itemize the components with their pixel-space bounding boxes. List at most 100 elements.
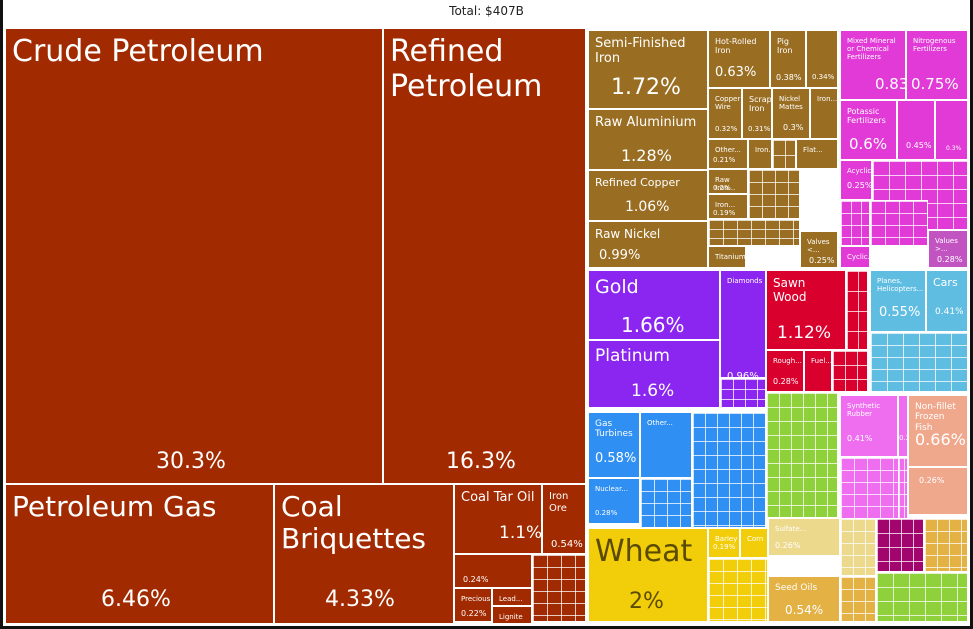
treemap-minor-tiles[interactable]: [708, 558, 768, 622]
treemap-minor-tiles[interactable]: [532, 554, 586, 622]
treemap-minor-tiles[interactable]: [876, 518, 924, 572]
tile-grid-lines: [709, 220, 799, 245]
treemap-tile[interactable]: Copper Wire 0.32%: [708, 88, 742, 139]
treemap-minor-tiles[interactable]: [772, 139, 796, 169]
treemap-tile[interactable]: Values >... 0.28%: [928, 230, 968, 268]
treemap-minor-tiles[interactable]: [876, 572, 968, 622]
tile-value: 0.28%: [937, 255, 963, 264]
treemap-tile[interactable]: Other... 0.21%: [708, 139, 748, 169]
treemap-tile[interactable]: Titanium: [708, 246, 746, 268]
treemap-tile[interactable]: Non-fillet Frozen Fish 0.66%: [908, 395, 968, 467]
treemap-tile[interactable]: Cars 0.41%: [926, 270, 968, 332]
treemap-tile[interactable]: Other...: [640, 412, 692, 478]
treemap-tile[interactable]: Mixed Mineral or Chemical Fertilizers 0.8…: [840, 30, 906, 100]
tile-value: 0.58%: [595, 451, 637, 466]
treemap-tile[interactable]: Precious... 0.22%: [454, 588, 492, 622]
treemap-minor-tiles[interactable]: [766, 392, 838, 518]
treemap-tile[interactable]: Pig Iron 0.38%: [770, 30, 806, 88]
tile-grid-lines: [847, 271, 867, 349]
treemap-tile[interactable]: Potassic Fertilizers 0.6%: [840, 100, 897, 160]
tile-label: Pig Iron: [777, 37, 793, 56]
tile-grid-lines: [877, 573, 967, 621]
treemap-tile[interactable]: Raw Aluminium 1.28%: [588, 109, 708, 170]
treemap-tile[interactable]: Corn: [740, 528, 768, 558]
tile-grid-lines: [773, 140, 795, 168]
treemap-tile[interactable]: Gas Turbines 0.58%: [588, 412, 640, 478]
treemap-tile[interactable]: Scrap Iron 0.31%: [742, 88, 772, 139]
treemap-tile[interactable]: Nuclear... 0.28%: [588, 478, 640, 524]
tile-label: Values >...: [935, 237, 958, 254]
treemap-minor-tiles[interactable]: [870, 200, 928, 246]
treemap-tile[interactable]: Seed Oils 0.54%: [768, 576, 840, 622]
tile-grid-lines: [841, 458, 907, 518]
treemap-tile[interactable]: 0.3%: [935, 100, 968, 160]
treemap-minor-tiles[interactable]: [924, 518, 968, 572]
tile-value: 0.25%: [847, 181, 872, 190]
tile-value: 0.28%: [773, 377, 799, 386]
treemap-tile[interactable]: Coal Tar Oil 1.1%: [454, 484, 542, 554]
treemap-tile[interactable]: 0.3%: [898, 395, 908, 457]
treemap-minor-tiles[interactable]: [840, 457, 908, 519]
treemap-minor-tiles[interactable]: [846, 270, 868, 350]
treemap-tile[interactable]: Flat...: [796, 139, 838, 169]
treemap-tile[interactable]: Hot-Rolled Iron 0.63%: [708, 30, 770, 88]
treemap-tile[interactable]: Sawn Wood 1.12%: [766, 270, 846, 350]
treemap-minor-tiles[interactable]: [720, 378, 766, 408]
treemap-tile[interactable]: Lignite: [492, 606, 532, 624]
treemap-tile[interactable]: Iron...: [748, 139, 772, 169]
treemap-tile[interactable]: Refined Petroleum 16.3%: [383, 28, 586, 484]
treemap-tile[interactable]: Sulfate... 0.26%: [768, 518, 840, 556]
treemap-tile[interactable]: Coal Briquettes 4.33%: [274, 484, 454, 624]
treemap-tile[interactable]: Acyclic... 0.25%: [840, 160, 872, 200]
treemap-tile[interactable]: Semi-Finished Iron 1.72%: [588, 30, 708, 109]
tile-label: Flat...: [803, 146, 823, 154]
treemap-tile[interactable]: 0.45%: [897, 100, 935, 160]
treemap-tile[interactable]: Raw Nickel 0.99%: [588, 221, 708, 268]
treemap-tile[interactable]: Wheat 2%: [588, 528, 708, 622]
treemap-tile[interactable]: Valves <... 0.25%: [800, 231, 838, 268]
treemap-minor-tiles[interactable]: [840, 576, 876, 622]
treemap-tile[interactable]: Raw Iron... 0.2%: [708, 169, 748, 194]
tile-value: 0.41%: [847, 434, 873, 443]
treemap-tile[interactable]: Planes, Helicopters... 0.55%: [870, 270, 926, 332]
treemap-minor-tiles[interactable]: [840, 518, 876, 576]
treemap-minor-tiles[interactable]: [840, 200, 870, 246]
treemap-tile[interactable]: Nitrogenous Fertilizers 0.75%: [906, 30, 968, 100]
treemap-tile[interactable]: Diamonds 0.96%: [720, 270, 766, 378]
treemap-tile[interactable]: 0.26%: [908, 467, 968, 515]
treemap-minor-tiles[interactable]: [692, 412, 766, 528]
treemap-minor-tiles[interactable]: [898, 457, 908, 519]
tile-label: Crude Petroleum: [12, 34, 264, 69]
treemap-tile[interactable]: 0.34%: [806, 30, 838, 88]
treemap-tile[interactable]: Petroleum Gas 6.46%: [5, 484, 274, 624]
treemap-tile[interactable]: Lead...: [492, 588, 532, 606]
treemap-tile[interactable]: Synthetic Rubber 0.41%: [840, 395, 898, 457]
treemap-minor-tiles[interactable]: [748, 169, 800, 219]
treemap-tile[interactable]: Iron... 0.19%: [708, 194, 748, 219]
treemap-minor-tiles[interactable]: [708, 219, 800, 246]
treemap-minor-tiles[interactable]: [640, 478, 692, 528]
tile-value: 0.3%: [899, 434, 907, 442]
treemap-tile[interactable]: 0.24%: [454, 554, 532, 588]
treemap-tile[interactable]: Rough... 0.28%: [766, 350, 804, 392]
treemap-tile[interactable]: Iron Ore 0.54%: [542, 484, 586, 554]
treemap-tile[interactable]: Fuel...: [804, 350, 832, 392]
tile-label: Valves <...: [807, 238, 830, 255]
treemap-tile[interactable]: Refined Copper 1.06%: [588, 170, 708, 221]
treemap-tile[interactable]: Nickel Mattes 0.3%: [772, 88, 810, 139]
tile-label: Precious...: [461, 595, 491, 603]
treemap-minor-tiles[interactable]: [870, 332, 968, 392]
tile-label: Fuel...: [811, 357, 832, 365]
treemap-tile[interactable]: Iron...: [810, 88, 838, 139]
treemap-tile[interactable]: Barley 0.19%: [708, 528, 740, 558]
tile-value: 0.2%: [713, 184, 731, 192]
tile-value: 0.54%: [551, 539, 583, 550]
tile-grid-lines: [841, 519, 875, 575]
treemap-tile[interactable]: Crude Petroleum 30.3%: [5, 28, 383, 484]
treemap-tile[interactable]: Cyclic...: [840, 246, 870, 268]
tile-value: 0.32%: [715, 125, 738, 133]
tile-value: 0.26%: [775, 541, 801, 550]
treemap-minor-tiles[interactable]: [832, 350, 868, 392]
treemap-tile[interactable]: Gold 1.66%: [588, 270, 720, 340]
treemap-tile[interactable]: Platinum 1.6%: [588, 340, 720, 408]
